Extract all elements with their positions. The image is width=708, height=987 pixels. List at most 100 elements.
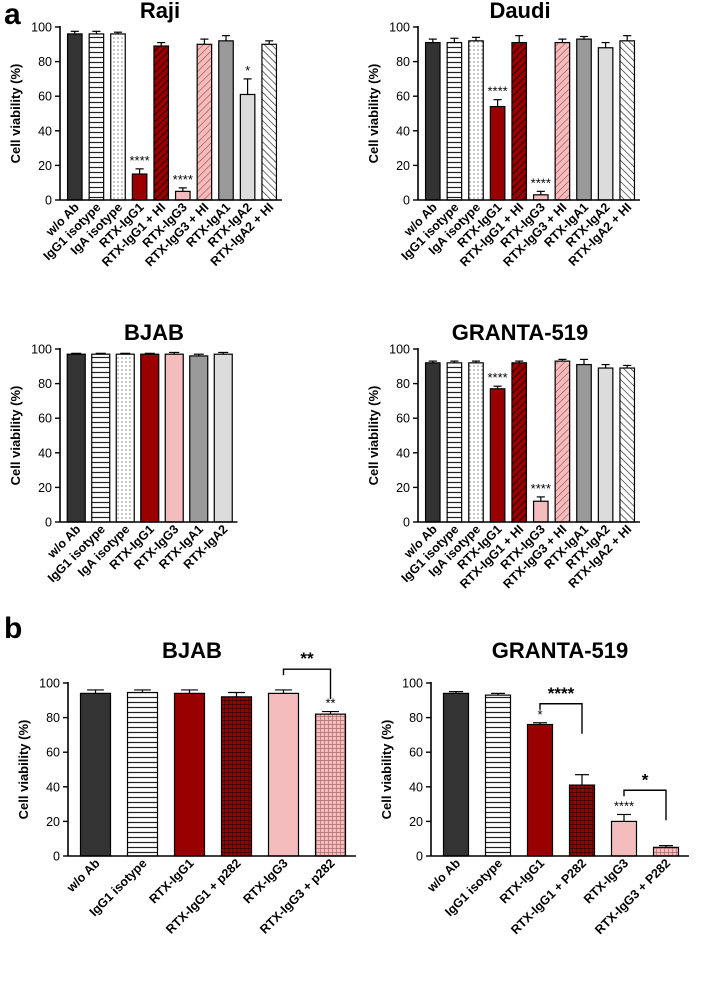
bar-iga-isotype: [468, 362, 484, 523]
bar-rtx-igg3-hi: [554, 360, 571, 523]
x-tick-label: RTX-IgG1 + P282: [508, 856, 589, 937]
bracket-label: ****: [548, 684, 575, 703]
chart-granta-a: GRANTA-519 Cell viability (%) 0 20 40 60 80 100…: [366, 320, 640, 591]
y-tick-label: 0: [53, 850, 60, 864]
bar-rtx-igg1: [489, 388, 506, 523]
y-tick-label: 20: [396, 481, 410, 495]
y-tick-label: 20: [396, 159, 410, 173]
bar-rtx-igg1: [140, 353, 160, 523]
chart-title: GRANTA-519: [452, 320, 589, 345]
y-tick-label: 80: [46, 711, 60, 725]
y-axis-label: Cell viability (%): [366, 386, 381, 486]
bar-rtx-igg1-hi: [511, 41, 528, 201]
bar-w-o-ab: [424, 362, 441, 523]
y-tick-label: 20: [409, 815, 423, 829]
y-axis-label: Cell viability (%): [8, 386, 23, 486]
bar-rtx-igg1-hi: [153, 45, 170, 201]
y-tick-label: 0: [416, 850, 423, 864]
y-axis-label: Cell viability (%): [366, 64, 381, 164]
chart-title: BJAB: [124, 320, 184, 345]
chart-title: GRANTA-519: [492, 638, 629, 663]
y-tick-label: 0: [403, 194, 410, 208]
y-tick-label: 20: [38, 481, 52, 495]
y-tick-label: 60: [38, 412, 52, 426]
y-tick-label: 40: [46, 780, 60, 794]
significance-label: ****: [487, 84, 507, 99]
significance-label: ****: [531, 481, 551, 496]
x-tick-label: w/o Ab: [424, 856, 464, 896]
y-tick-label: 100: [402, 677, 423, 691]
bar-rtx-iga1: [576, 38, 592, 201]
bar-rtx-igg3: [532, 500, 549, 523]
y-tick-label: 80: [396, 377, 410, 391]
y-tick-label: 20: [46, 815, 60, 829]
chart-title: Daudi: [489, 0, 550, 23]
y-tick-label: 0: [45, 516, 52, 530]
bracket-label: **: [300, 649, 314, 668]
y-tick-label: 0: [403, 516, 410, 530]
y-tick-label: 0: [45, 194, 52, 208]
y-tick-label: 100: [39, 677, 60, 691]
x-tick-label: RTX-IgG3: [240, 856, 290, 906]
panel-label-b: b: [4, 612, 22, 645]
bar-iga-isotype: [468, 40, 484, 201]
y-tick-label: 60: [46, 746, 60, 760]
significance-bracket: [623, 789, 667, 821]
bar-rtx-igg1: [526, 723, 554, 857]
significance-bracket: [282, 668, 332, 700]
bar-rtx-iga2: [597, 47, 614, 201]
bar-iga-isotype: [110, 33, 126, 201]
bar-igg1-isotype: [88, 33, 105, 201]
bar-igg1-isotype: [91, 353, 111, 523]
bar-rtx-igg3-p282: [652, 846, 680, 857]
bar-rtx-igg1-p282: [220, 696, 253, 857]
y-tick-label: 100: [389, 343, 410, 357]
bar-igg1-isotype: [446, 41, 463, 201]
significance-label: **: [325, 696, 335, 711]
bar-rtx-iga1: [576, 363, 592, 523]
bar-rtx-igg1: [131, 173, 148, 201]
bar-rtx-igg3: [164, 353, 184, 523]
bar-rtx-igg1: [173, 692, 206, 857]
y-tick-label: 40: [409, 780, 423, 794]
bar-igg1-isotype: [446, 362, 463, 523]
bar-iga-isotype: [115, 353, 135, 523]
bar-rtx-igg3-hi: [196, 43, 213, 201]
chart-bjab-b: BJAB Cell viability (%) 0 20 40 60 80 100 w/o Ab…: [16, 638, 356, 937]
bar-rtx-igg3: [174, 190, 191, 201]
y-tick-label: 100: [389, 21, 410, 35]
bar-w-o-ab: [66, 353, 86, 523]
y-tick-label: 60: [396, 90, 410, 104]
y-tick-label: 80: [396, 55, 410, 69]
bar-rtx-iga2: [213, 353, 233, 523]
x-tick-label: w/o Ab: [63, 856, 103, 896]
bar-rtx-igg3: [610, 820, 638, 857]
bar-igg1-isotype: [484, 694, 512, 857]
significance-bracket: [539, 703, 583, 734]
bar-w-o-ab: [79, 692, 112, 857]
bracket-label: *: [642, 770, 649, 789]
significance-label: ****: [129, 153, 149, 168]
bar-w-o-ab: [424, 41, 441, 201]
significance-label: ****: [487, 370, 507, 385]
bar-rtx-igg1-p282: [568, 784, 596, 857]
bar-rtx-iga1: [189, 355, 209, 523]
bar-igg1-isotype: [126, 691, 159, 857]
bar-rtx-iga1: [218, 40, 234, 201]
y-tick-label: 40: [396, 124, 410, 138]
x-tick-label: RTX-IgG1: [146, 856, 196, 906]
y-tick-label: 60: [396, 412, 410, 426]
y-axis-label: Cell viability (%): [379, 720, 394, 820]
significance-label: ****: [531, 175, 551, 190]
bar-w-o-ab: [442, 692, 470, 857]
y-axis-label: Cell viability (%): [8, 64, 23, 164]
y-axis-label: Cell viability (%): [16, 720, 31, 820]
y-tick-label: 80: [38, 55, 52, 69]
y-tick-label: 60: [409, 746, 423, 760]
significance-label: *: [245, 63, 250, 78]
y-tick-label: 40: [38, 446, 52, 460]
bar-rtx-igg3-hi: [554, 41, 571, 201]
significance-label: ****: [173, 172, 193, 187]
